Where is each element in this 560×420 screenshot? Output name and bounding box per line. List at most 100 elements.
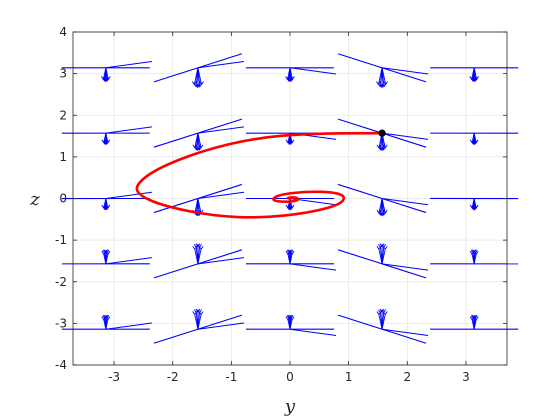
vector-segment	[105, 126, 152, 134]
vector-arrowhead	[287, 249, 293, 254]
vector-arrow	[287, 198, 291, 209]
vector-segment	[382, 67, 429, 75]
vector-arrow	[473, 319, 477, 330]
vector-arrowhead	[382, 311, 388, 316]
vector-segment	[289, 328, 337, 336]
vector-arrow	[105, 319, 109, 330]
vector-arrowhead	[193, 309, 199, 314]
vector-arrow	[471, 133, 475, 143]
vector-segment	[382, 198, 429, 206]
vector-arrowhead	[287, 314, 293, 319]
trajectory-line	[135, 131, 384, 219]
vector-segment	[105, 191, 152, 199]
vector-arrowhead	[376, 144, 382, 149]
vector-arrowhead	[198, 311, 204, 316]
vector-arrow	[105, 254, 109, 264]
vector-arrowhead	[376, 81, 381, 86]
vector-arrowhead	[379, 308, 385, 313]
vector-segment	[197, 322, 245, 330]
vector-segment	[382, 263, 429, 271]
vector-arrowhead	[473, 251, 479, 256]
vector-arrowhead	[285, 76, 290, 81]
vector-segment	[197, 61, 245, 69]
vector-arrow	[193, 67, 199, 85]
vector-arrowhead	[381, 83, 387, 88]
trajectory	[135, 129, 386, 219]
vector-arrowhead	[285, 204, 291, 209]
vector-segment	[289, 263, 337, 271]
vector-arrow	[381, 314, 386, 330]
vector-arrow	[473, 254, 477, 264]
x-tick-label: 2	[403, 370, 411, 384]
y-tick-label: 3	[59, 67, 67, 81]
vector-arrowhead	[471, 314, 477, 319]
x-tick-label: -1	[225, 370, 237, 384]
vector-arrowhead	[195, 308, 201, 313]
vector-arrowhead	[378, 244, 383, 249]
vector-arrow	[471, 67, 475, 80]
y-axis-label: z	[29, 189, 40, 210]
vector-arrow	[194, 198, 199, 214]
vector-arrow	[289, 319, 293, 330]
vector-arrow	[103, 133, 107, 143]
vector-arrowhead	[469, 139, 475, 144]
vector-arrowhead	[101, 139, 107, 144]
vector-arrowhead	[105, 316, 111, 321]
vector-arrowhead	[289, 316, 295, 321]
vector-segment	[105, 61, 152, 69]
vector-arrowhead	[105, 251, 111, 256]
vector-arrowhead	[192, 144, 198, 149]
y-tick-label: 4	[59, 25, 67, 39]
vector-segment	[197, 257, 245, 265]
vector-arrowhead	[376, 209, 382, 214]
vector-arrow	[287, 67, 291, 80]
vector-segment	[105, 322, 152, 330]
vector-arrow	[471, 198, 475, 209]
y-tick-label: -4	[55, 358, 67, 372]
x-tick-label: 1	[345, 370, 353, 384]
vector-arrow	[103, 198, 107, 209]
vector-arrowhead	[289, 251, 295, 256]
vector-arrowhead	[473, 316, 479, 321]
vector-arrowhead	[197, 83, 203, 88]
y-tick-label: -3	[55, 316, 67, 330]
y-tick-label: -2	[55, 275, 67, 289]
vector-arrow	[194, 133, 199, 148]
y-tick-label: 2	[59, 108, 67, 122]
vector-arrowhead	[195, 243, 201, 248]
vector-arrowhead	[191, 81, 197, 86]
y-tick-label: -1	[55, 233, 67, 247]
start-point	[378, 129, 386, 137]
vector-arrow	[102, 67, 107, 80]
vector-arrowhead	[471, 249, 477, 254]
vector-arrowhead	[193, 244, 199, 249]
x-tick-label: -3	[108, 370, 120, 384]
vector-arrowhead	[101, 204, 107, 209]
vector-arrow	[197, 249, 202, 264]
vector-arrowhead	[100, 76, 106, 81]
vector-arrow	[378, 198, 383, 214]
x-tick-label: -2	[167, 370, 179, 384]
x-tick-label: 3	[462, 370, 470, 384]
vector-arrow	[378, 67, 383, 85]
y-tick-label: 0	[59, 192, 67, 206]
vector-segment	[289, 67, 337, 75]
vector-segment	[105, 257, 152, 265]
vector-arrowhead	[379, 243, 385, 248]
vector-segment	[382, 328, 429, 336]
vector-arrowhead	[103, 314, 109, 319]
vector-arrowhead	[285, 139, 291, 144]
x-tick-label: 0	[286, 370, 294, 384]
vector-arrowhead	[469, 204, 475, 209]
vector-arrow	[381, 249, 386, 264]
y-tick-label: 1	[59, 150, 67, 164]
vector-arrowhead	[103, 249, 109, 254]
vector-segment	[197, 191, 245, 199]
vector-arrowhead	[469, 76, 475, 81]
vector-arrowhead	[382, 245, 388, 250]
vector-arrowhead	[378, 309, 383, 314]
vector-segment	[197, 126, 245, 134]
vector-arrow	[197, 314, 202, 330]
vector-segment	[382, 132, 429, 140]
